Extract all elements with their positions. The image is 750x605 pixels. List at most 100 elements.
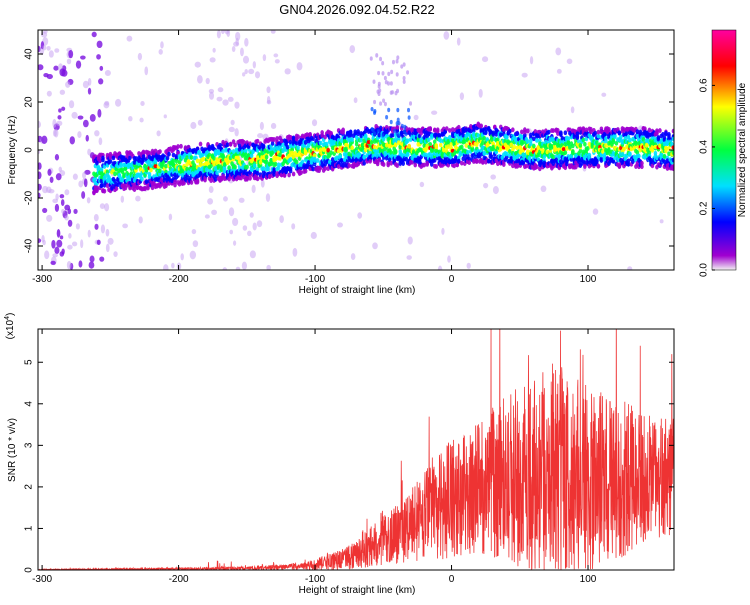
spectrogram-ridge-cell <box>272 137 276 142</box>
spectrogram-ridge-cell <box>410 159 415 165</box>
spectrogram-ridge-cell <box>459 160 464 166</box>
spectrogram-ridge-cell <box>243 152 248 158</box>
spectrogram-ridge-cell <box>547 129 551 135</box>
spectrogram-noise-cell <box>357 212 363 219</box>
snr-multiplier-base: (x10 <box>5 319 16 339</box>
spectrogram-ridge-cell <box>671 166 674 172</box>
spectrogram-ridge-cell <box>438 142 443 148</box>
spectrogram-ridge-cell <box>174 158 179 164</box>
spectrogram-noise-cell <box>223 196 228 202</box>
spectrogram-ridge-cell <box>646 132 650 138</box>
spectrogram-peak-cell <box>344 142 349 147</box>
spectrogram-ridge-cell <box>450 127 455 132</box>
spectrogram-ridge-cell <box>368 158 372 164</box>
spectrogram-noise-cell <box>601 92 607 97</box>
spectrogram-noise-cell <box>59 235 64 240</box>
snr-xtick-label: 100 <box>580 574 597 585</box>
spectrogram-noise-cell <box>270 122 277 130</box>
spectrogram-ridge-cell <box>267 174 272 180</box>
spectrogram-noise-cell <box>56 228 61 238</box>
spectrogram-noise-cell <box>228 207 235 217</box>
spectrogram-noise-cell <box>231 45 236 52</box>
spectrogram-ridge-cell <box>581 128 586 134</box>
spectrogram-noise-cell <box>54 154 60 161</box>
spectrogram-ridge-cell <box>595 140 599 146</box>
spectrogram-noise-cell <box>38 192 41 198</box>
spectrogram-ridge-cell <box>288 166 293 171</box>
spectrogram-noise-cell <box>46 214 53 222</box>
spectrogram-noise-cell <box>266 264 271 270</box>
spectrogram-ridge-cell <box>287 172 291 178</box>
colorbar-tick-label: 0.4 <box>699 140 710 154</box>
spectrogram-noise-cell <box>273 53 279 58</box>
spectrogram-ridge-cell <box>108 158 113 164</box>
snr-ylabel: SNR (10 * v/v) <box>7 418 18 482</box>
spectrogram-ridge-cell <box>568 127 572 133</box>
spectrogram-ridge-cell <box>486 158 491 164</box>
spectrogram-noise-cell <box>68 49 74 59</box>
spectrogram-noise-cell <box>233 41 240 47</box>
spectrogram-ridge-cell <box>589 129 593 135</box>
spectrogram-ytick-label: 0 <box>24 147 35 153</box>
spectrogram-ridge-cell <box>455 162 460 168</box>
spectrogram-ridge-cell <box>635 129 640 135</box>
spectrogram-noise-cell <box>478 88 483 98</box>
spectrogram-noise-cell <box>78 260 83 268</box>
spectrogram-ridge-cell <box>359 133 363 139</box>
spectrogram-ridge-cell <box>596 129 601 135</box>
spectrogram-ridge-cell <box>626 161 631 167</box>
spectrogram-ridge-cell <box>538 166 542 172</box>
spectrogram-ridge-cell <box>336 164 341 169</box>
spectrogram-noise-cell <box>207 198 214 205</box>
spectrogram-ridge-cell <box>354 141 359 147</box>
spectrogram-ridge-cell <box>529 138 533 143</box>
spectrogram-ridge-cell <box>201 156 206 162</box>
spectrogram-noise-cell <box>99 65 104 71</box>
spectrogram-ridge-cell <box>563 130 568 136</box>
spectrogram-noise-cell <box>52 198 58 204</box>
spectrogram-peak-cell <box>671 145 674 150</box>
spectrogram-spur-cell <box>402 129 406 134</box>
spectrogram-spur-cell <box>372 79 376 84</box>
spectrogram-ridge-cell <box>393 149 398 155</box>
spectrogram-ridge-cell <box>137 151 141 156</box>
spectrogram-noise-cell <box>180 253 184 261</box>
spectrogram-ridge-cell <box>432 157 437 163</box>
spectrogram-ridge-cell <box>122 172 126 178</box>
spectrogram-noise-cell <box>163 264 169 270</box>
spectrogram-noise-cell <box>627 266 633 270</box>
spectrogram-ridge-cell <box>661 132 665 137</box>
spectrogram-spur-cell <box>400 64 404 69</box>
spectrogram-ridge-cell <box>324 141 329 147</box>
spectrogram-noise-cell <box>67 208 72 215</box>
spectrogram-noise-cell <box>69 136 75 145</box>
spectrogram-noise-cell <box>56 120 63 127</box>
spectrogram-ridge-cell <box>300 159 305 165</box>
spectrogram-ridge-cell <box>599 158 604 163</box>
spectrogram-spur-cell <box>396 88 400 94</box>
spectrogram-ridge-cell <box>658 143 662 149</box>
spectrogram-noise-cell <box>93 213 99 222</box>
spectrogram-ridge-cell <box>243 148 248 154</box>
spectrogram-ridge-cell <box>359 137 363 143</box>
spectrogram-ridge-cell <box>563 165 568 171</box>
spectrogram-noise-cell <box>87 87 92 95</box>
spectrogram-noise-cell <box>71 241 78 247</box>
spectrogram-ridge-cell <box>195 178 200 184</box>
spectrogram-ridge-cell <box>512 144 517 150</box>
spectrogram-noise-cell <box>67 219 73 227</box>
spectrogram-ridge-cell <box>171 152 176 158</box>
spectrogram-spur-cell <box>373 99 377 105</box>
spectrogram-noise-cell <box>140 100 145 107</box>
spectrogram-noise-cell <box>139 117 144 123</box>
spectrogram-noise-cell <box>163 114 167 119</box>
spectrogram-noise-cell <box>64 215 69 221</box>
snr-ytick-label: 4 <box>24 401 35 407</box>
spectrogram-ridge-cell <box>578 142 583 148</box>
spectrogram-layer <box>38 30 674 270</box>
spectrogram-noise-cell <box>45 186 52 194</box>
spectrogram-ridge-cell <box>583 141 587 147</box>
spectrogram-spur-cell <box>381 71 385 76</box>
spectrogram-spur-cell <box>379 56 383 62</box>
